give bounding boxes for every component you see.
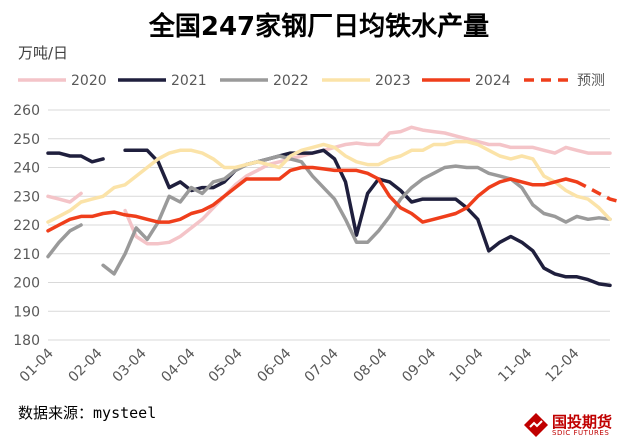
x-tick-label: 06-04 <box>254 345 294 385</box>
chart-legend: 2020 2021 2022 2023 2024 预测 <box>18 73 605 89</box>
legend-label: 2023 <box>375 73 411 89</box>
y-tick-label: 190 <box>13 304 40 320</box>
y-tick-label: 200 <box>13 276 40 292</box>
logo-icon <box>524 413 548 437</box>
y-axis-ticks: 180 190 200 210 220 230 240 250 260 <box>13 103 40 349</box>
legend-label: 2024 <box>475 73 511 89</box>
series-line <box>46 151 105 164</box>
series-line <box>46 223 83 259</box>
series-line <box>46 139 612 224</box>
x-tick-label: 11-04 <box>495 345 535 385</box>
x-tick-label: 09-04 <box>399 345 439 385</box>
series-line <box>46 191 83 204</box>
source-note: 数据来源：mysteel <box>18 402 156 423</box>
series-2023 <box>46 139 612 224</box>
x-tick-label: 03-04 <box>110 345 150 385</box>
logo-subtitle: SDIC FUTURES <box>552 429 610 437</box>
x-tick-label: 08-04 <box>351 345 391 385</box>
y-tick-label: 220 <box>13 218 40 234</box>
chart-grid <box>48 109 610 341</box>
series-2024 <box>46 165 579 233</box>
series-line <box>101 154 612 276</box>
legend-label: 2020 <box>71 73 107 89</box>
source-label: 数据来源： <box>18 404 94 422</box>
series-2022 <box>46 154 612 276</box>
chart-title: 全国247家钢厂日均铁水产量 <box>148 12 490 42</box>
y-tick-label: 230 <box>13 189 40 205</box>
series-line <box>576 180 622 204</box>
y-tick-label: 240 <box>13 161 40 177</box>
series-line <box>123 125 612 246</box>
series-line <box>46 165 579 233</box>
y-tick-label: 180 <box>13 333 40 349</box>
y-tick-label: 210 <box>13 247 40 263</box>
source-value: mysteel <box>93 404 157 422</box>
y-tick-label: 250 <box>13 132 40 148</box>
legend-label: 预测 <box>577 73 605 89</box>
series-预测 <box>576 180 622 204</box>
x-axis-ticks: 01-04 02-04 03-04 04-04 05-04 06-04 07-04 08-04… <box>17 345 583 385</box>
series-line <box>123 148 612 288</box>
legend-label: 2022 <box>273 73 309 89</box>
x-tick-label: 12-04 <box>542 345 582 385</box>
y-tick-label: 260 <box>13 103 40 119</box>
y-axis-unit-label: 万吨/日 <box>18 44 69 62</box>
chart-series <box>46 125 622 288</box>
x-tick-label: 04-04 <box>158 345 198 385</box>
x-tick-label: 01-04 <box>17 345 57 385</box>
x-tick-label: 10-04 <box>447 345 487 385</box>
legend-label: 2021 <box>171 73 207 89</box>
x-tick-label: 02-04 <box>66 345 106 385</box>
x-tick-label: 05-04 <box>206 345 246 385</box>
logo-name: 国投期货 <box>552 413 613 431</box>
company-logo: 国投期货 SDIC FUTURES <box>524 411 634 439</box>
x-tick-label: 07-04 <box>302 345 342 385</box>
series-2020 <box>46 125 612 246</box>
